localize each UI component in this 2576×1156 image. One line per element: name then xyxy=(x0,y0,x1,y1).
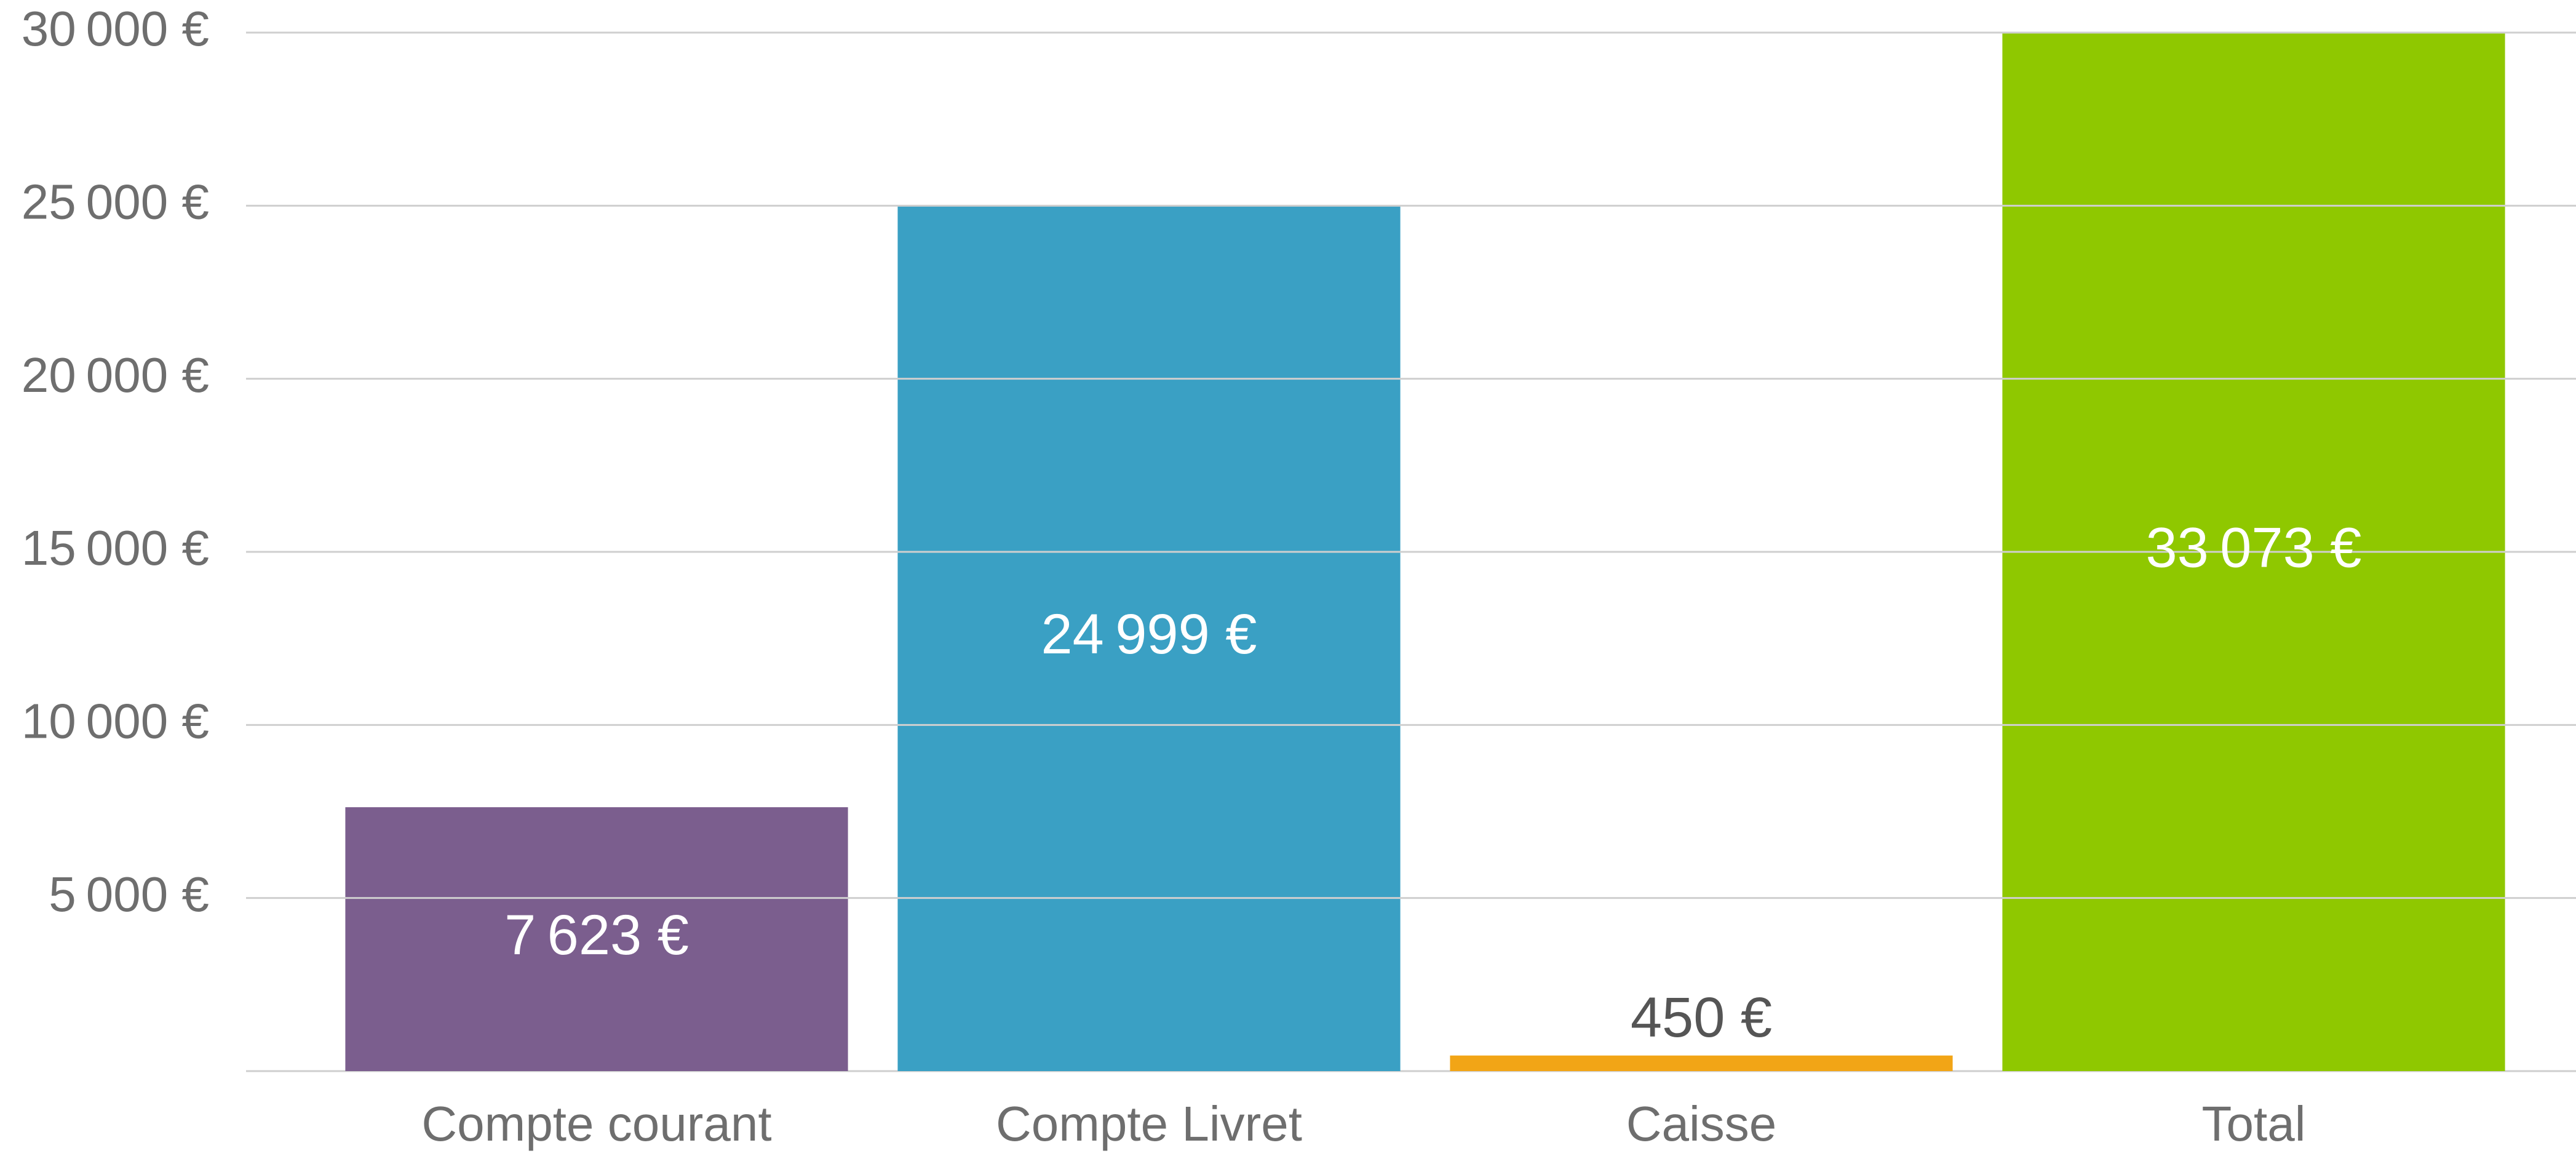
x-tick-label: Caisse xyxy=(1626,1096,1777,1151)
bar xyxy=(897,205,1401,1071)
value-label: 33 073 € xyxy=(2146,516,2362,579)
y-tick-label: 10 000 € xyxy=(22,693,209,748)
y-tick-label: 5 000 € xyxy=(49,867,209,922)
x-tick-label: Compte courant xyxy=(421,1096,771,1151)
value-label: 24 999 € xyxy=(1041,603,1257,666)
y-tick-label: 15 000 € xyxy=(22,520,209,575)
x-tick-label: Total xyxy=(2202,1096,2306,1151)
x-tick-label: Compte Livret xyxy=(996,1096,1302,1151)
y-tick-label: 25 000 € xyxy=(22,174,209,229)
value-label: 450 € xyxy=(1631,986,1772,1049)
value-label: 7 623 € xyxy=(504,904,689,967)
bar xyxy=(345,807,848,1071)
y-tick-label: 20 000 € xyxy=(22,348,209,402)
y-tick-label: 30 000 € xyxy=(22,1,209,56)
bar xyxy=(1450,1055,1953,1071)
